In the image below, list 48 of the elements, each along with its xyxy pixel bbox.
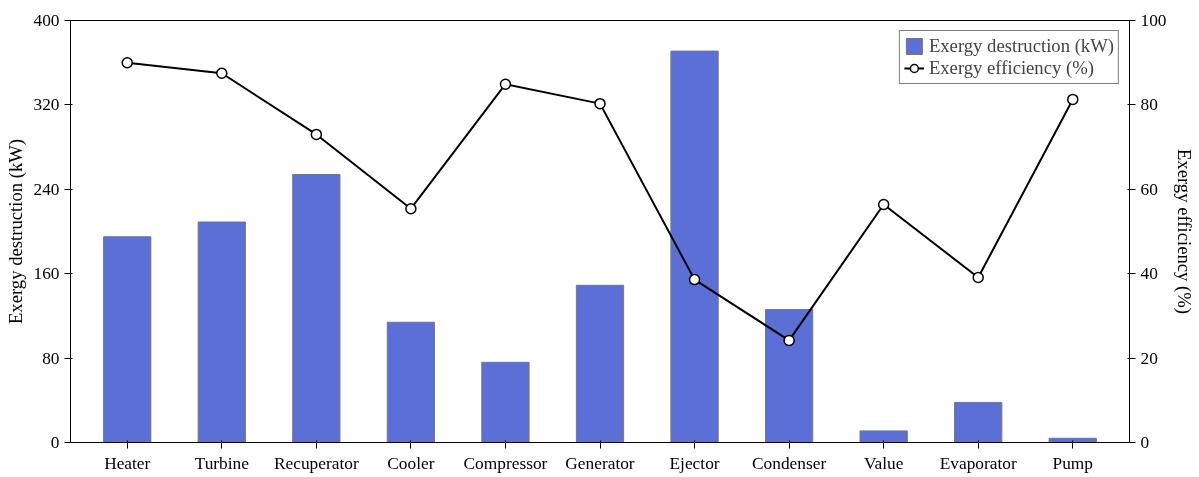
y2-tick-label: 60 — [1140, 179, 1158, 199]
bar — [670, 50, 719, 443]
point — [972, 271, 984, 284]
y2-axis-title: Exergy efficiency (%) — [1173, 148, 1196, 315]
x-tick-label: Condenser — [752, 453, 827, 473]
legend-label: Exergy efficiency (%) — [928, 57, 1094, 79]
bar — [954, 401, 1003, 443]
x-tick-label: Value — [863, 453, 904, 473]
y2-tick-label: 0 — [1140, 433, 1150, 452]
point — [877, 198, 890, 211]
y-tick-label: 160 — [33, 264, 60, 284]
point — [121, 56, 133, 69]
x-tick-label: Heater — [104, 453, 151, 473]
point — [688, 273, 701, 286]
x-tick-label: Compressor — [463, 453, 548, 473]
bar — [575, 284, 625, 443]
y2-tick-label: 40 — [1140, 264, 1158, 284]
point — [499, 78, 512, 90]
bar — [481, 361, 530, 443]
bar — [292, 174, 341, 443]
y2-tick-label: 80 — [1140, 95, 1158, 115]
x-tick-label: Evaporator — [939, 453, 1017, 473]
bar — [859, 430, 908, 443]
x-tick-label: Pump — [1052, 453, 1093, 473]
point — [594, 97, 606, 110]
x-tick-label: Cooler — [387, 453, 435, 473]
x-tick-label: Turbine — [194, 453, 250, 473]
y2-tick-label: 100 — [1140, 11, 1167, 30]
bar — [197, 221, 246, 443]
point — [1067, 93, 1079, 106]
y-axis-title: Exergy destruction (kW) — [4, 138, 27, 325]
point — [783, 334, 795, 347]
y-tick-label: 80 — [42, 348, 60, 368]
x-tick-label: Generator — [565, 453, 635, 473]
x-tick-label: Recuperator — [274, 453, 359, 473]
point — [405, 202, 417, 215]
x-tick-label: Ejector — [669, 453, 720, 473]
y-tick-label: 400 — [33, 11, 60, 30]
y2-tick-label: 20 — [1140, 348, 1158, 368]
y-tick-label: 240 — [33, 179, 60, 199]
bar — [386, 321, 436, 443]
bar — [764, 309, 814, 443]
point — [310, 128, 323, 141]
bar — [103, 236, 152, 443]
point — [216, 67, 228, 79]
legend-label: Exergy destruction (kW) — [928, 35, 1114, 57]
y-tick-label: 320 — [33, 95, 60, 115]
y-tick-label: 0 — [50, 433, 60, 452]
